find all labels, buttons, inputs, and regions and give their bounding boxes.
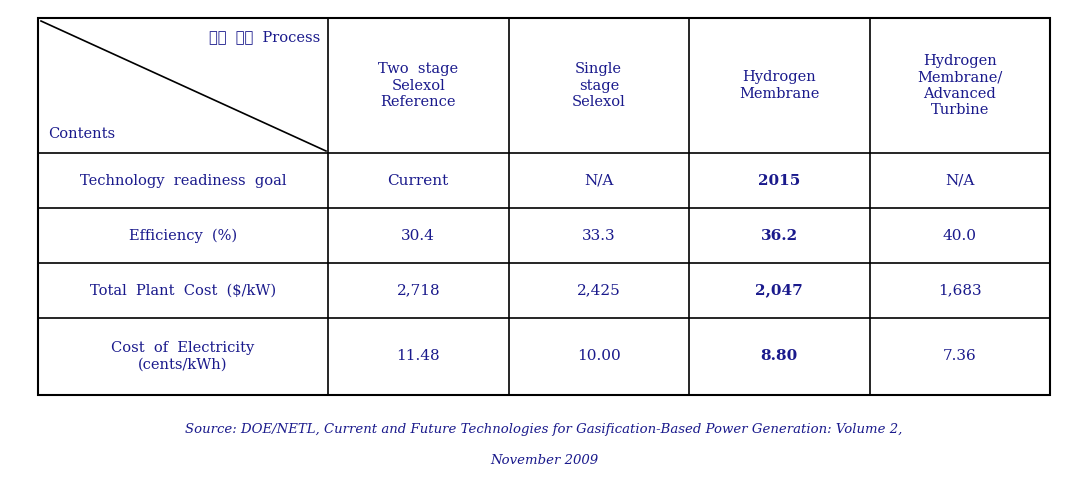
Text: Two  stage
Selexol
Reference: Two stage Selexol Reference xyxy=(379,62,459,109)
Text: 40.0: 40.0 xyxy=(942,228,977,242)
Text: Hydrogen
Membrane/
Advanced
Turbine: Hydrogen Membrane/ Advanced Turbine xyxy=(918,54,1002,117)
Text: Total  Plant  Cost  ($/kW): Total Plant Cost ($/kW) xyxy=(90,284,276,298)
Text: 2015: 2015 xyxy=(758,173,801,187)
Text: N/A: N/A xyxy=(945,173,975,187)
Text: 적용  포집  Process: 적용 포집 Process xyxy=(209,30,320,44)
Text: 11.48: 11.48 xyxy=(396,350,440,364)
Text: Technology  readiness  goal: Technology readiness goal xyxy=(80,173,287,187)
Text: 1,683: 1,683 xyxy=(938,284,981,298)
Text: Hydrogen
Membrane: Hydrogen Membrane xyxy=(739,71,819,101)
Text: 2,718: 2,718 xyxy=(396,284,440,298)
Text: Contents: Contents xyxy=(48,127,115,141)
Text: 30.4: 30.4 xyxy=(401,228,435,242)
Bar xyxy=(38,18,1050,395)
Text: 2,425: 2,425 xyxy=(577,284,621,298)
Text: Cost  of  Electricity
(cents/kWh): Cost of Electricity (cents/kWh) xyxy=(111,341,254,372)
Text: Efficiency  (%): Efficiency (%) xyxy=(129,228,237,242)
Text: 36.2: 36.2 xyxy=(761,228,797,242)
Text: Single
stage
Selexol: Single stage Selexol xyxy=(572,62,625,109)
Text: Source: DOE/NETL, Current and Future Technologies for Gasification-Based Power G: Source: DOE/NETL, Current and Future Tec… xyxy=(185,423,902,436)
Text: 8.80: 8.80 xyxy=(761,350,797,364)
Text: 10.00: 10.00 xyxy=(577,350,621,364)
Text: 33.3: 33.3 xyxy=(582,228,616,242)
Text: 2,047: 2,047 xyxy=(755,284,803,298)
Text: 7.36: 7.36 xyxy=(942,350,977,364)
Text: N/A: N/A xyxy=(584,173,613,187)
Text: Current: Current xyxy=(387,173,449,187)
Text: November 2009: November 2009 xyxy=(490,453,598,466)
